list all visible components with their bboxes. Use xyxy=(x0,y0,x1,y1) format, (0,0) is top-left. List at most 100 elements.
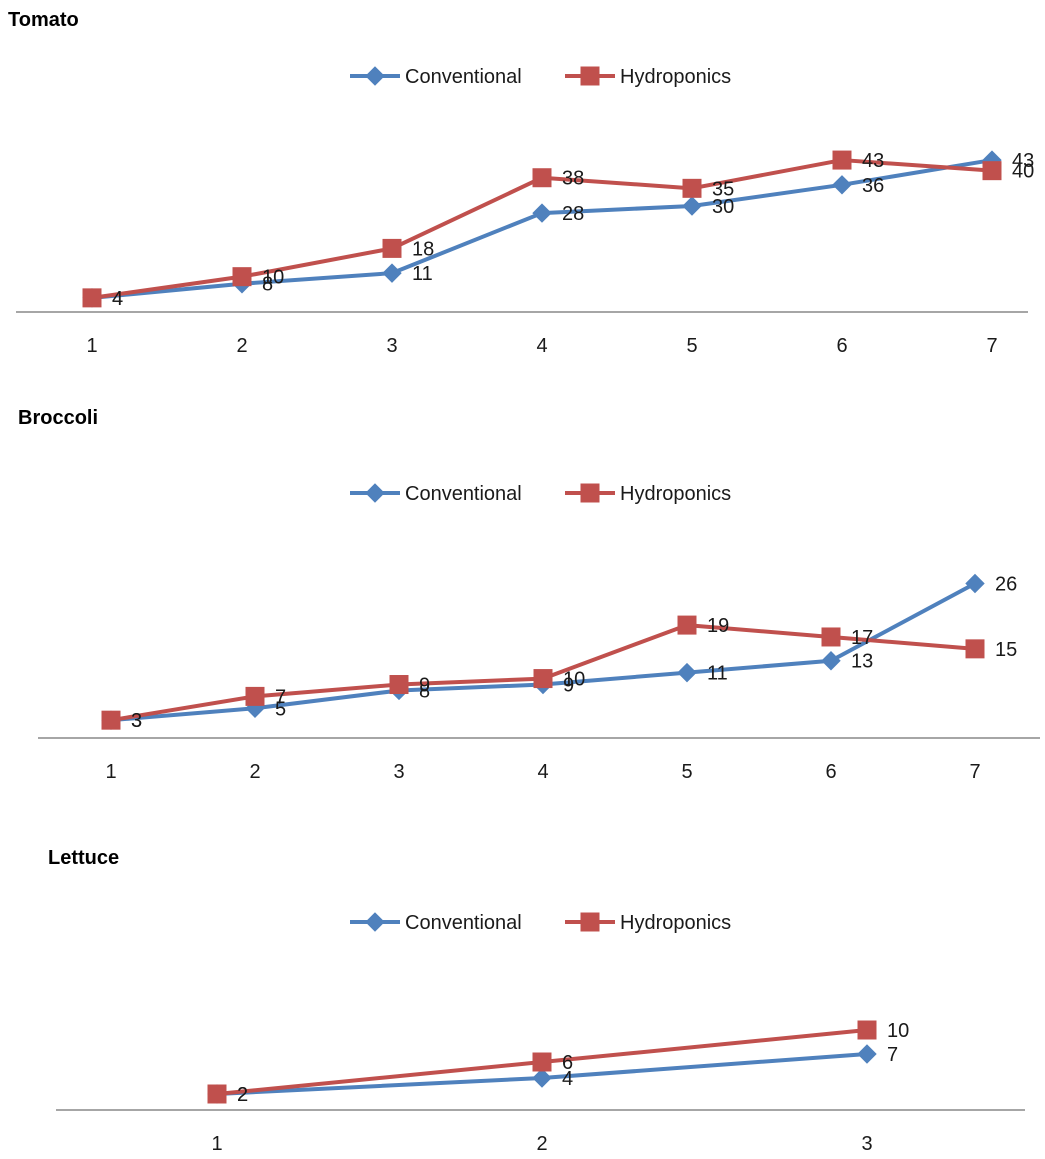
legend-label: Conventional xyxy=(405,66,522,88)
data-point-diamond xyxy=(821,651,841,671)
data-point-diamond xyxy=(965,573,985,594)
legend-label: Conventional xyxy=(405,912,522,934)
legend-label: Hydroponics xyxy=(620,66,731,88)
legend-item-hydroponics: Hydroponics xyxy=(565,483,731,505)
data-point-square xyxy=(389,675,409,695)
data-label: 10 xyxy=(563,669,585,691)
data-label: 40 xyxy=(1012,161,1034,183)
x-tick-label: 4 xyxy=(537,761,548,783)
x-tick-label: 5 xyxy=(686,335,697,357)
data-point-diamond xyxy=(682,196,702,216)
x-tick-label: 7 xyxy=(969,761,980,783)
x-tick-label: 7 xyxy=(986,335,997,357)
data-label: 13 xyxy=(851,651,873,673)
data-point-diamond xyxy=(532,203,552,223)
data-label: 38 xyxy=(562,168,584,190)
legend-item-hydroponics: Hydroponics xyxy=(565,912,731,934)
legend-item-conventional: Conventional xyxy=(350,483,522,505)
x-tick-label: 2 xyxy=(249,761,260,783)
data-label: 2 xyxy=(237,1084,248,1106)
data-label: 4 xyxy=(562,1068,573,1090)
data-label: 7 xyxy=(887,1044,898,1066)
data-point-square xyxy=(232,267,252,287)
legend-item-conventional: Conventional xyxy=(350,912,522,934)
data-label: 4 xyxy=(112,288,123,310)
data-label: 17 xyxy=(851,627,873,649)
x-tick-label: 4 xyxy=(536,335,547,357)
data-label: 15 xyxy=(995,639,1017,661)
data-label: 36 xyxy=(862,175,884,197)
data-label: 30 xyxy=(712,196,734,218)
legend-item-hydroponics: Hydroponics xyxy=(565,66,731,88)
chart-title: Lettuce xyxy=(48,847,119,869)
legend-item-conventional: Conventional xyxy=(350,66,522,88)
data-point-square xyxy=(82,288,102,308)
chart-tomato: Tomato Conventional Hydroponics 1 2 3 4 5 6 7 4 8 11… xyxy=(8,9,1034,357)
data-label: 11 xyxy=(707,663,728,685)
data-point-square xyxy=(821,627,841,647)
data-label: 3 xyxy=(131,710,142,732)
data-point-square xyxy=(533,669,553,689)
x-tick-label: 3 xyxy=(393,761,404,783)
legend: Conventional Hydroponics xyxy=(350,912,731,934)
data-label: 10 xyxy=(887,1020,909,1042)
data-label: 6 xyxy=(562,1052,573,1074)
data-point-square xyxy=(532,1052,552,1072)
data-point-square xyxy=(677,615,697,635)
chart-title: Broccoli xyxy=(18,407,98,429)
chart-broccoli: Broccoli Conventional Hydroponics 1 2 3 4 5 6 7 3 5… xyxy=(18,407,1040,783)
data-point-square xyxy=(207,1084,227,1104)
legend: Conventional Hydroponics xyxy=(350,483,731,505)
data-label: 35 xyxy=(712,178,734,200)
x-tick-label: 3 xyxy=(861,1133,872,1155)
data-point-diamond xyxy=(832,175,852,195)
data-label: 28 xyxy=(562,203,584,225)
legend-square-marker xyxy=(580,483,600,503)
data-label: 26 xyxy=(995,573,1017,595)
legend-label: Conventional xyxy=(405,483,522,505)
data-point-square xyxy=(245,686,265,706)
data-point-diamond xyxy=(382,263,402,283)
data-label: 9 xyxy=(563,675,574,697)
data-point-diamond xyxy=(677,662,697,683)
data-point-square xyxy=(857,1020,877,1040)
data-point-diamond xyxy=(857,1044,877,1064)
legend-label: Hydroponics xyxy=(620,912,731,934)
data-point-diamond xyxy=(532,1068,552,1088)
series-conventional: 4 8 11 28 30 36 43 xyxy=(82,150,1034,310)
data-label: 9 xyxy=(419,675,430,697)
chart-title: Tomato xyxy=(8,9,79,31)
series-conventional: 2 4 7 xyxy=(207,1044,898,1106)
data-point-square xyxy=(965,639,985,659)
data-label: 2 xyxy=(237,1084,248,1106)
data-point-square xyxy=(832,150,852,170)
legend-square-marker xyxy=(580,912,600,932)
legend-square-marker xyxy=(580,66,600,86)
data-point-square xyxy=(382,238,402,258)
data-label: 10 xyxy=(262,267,284,289)
data-label: 11 xyxy=(412,263,433,285)
x-tick-label: 6 xyxy=(836,335,847,357)
legend-diamond-marker xyxy=(365,912,385,932)
data-point-square xyxy=(982,161,1002,181)
data-label: 43 xyxy=(862,150,884,172)
data-label: 5 xyxy=(275,698,286,720)
data-point-square xyxy=(682,178,702,198)
data-label: 18 xyxy=(412,238,434,260)
legend-diamond-marker xyxy=(365,483,385,503)
x-tick-label: 6 xyxy=(825,761,836,783)
x-tick-label: 1 xyxy=(105,761,116,783)
data-label: 19 xyxy=(707,615,729,637)
data-label: 8 xyxy=(262,274,273,296)
legend-label: Hydroponics xyxy=(620,483,731,505)
data-label: 43 xyxy=(1012,150,1034,172)
data-label: 4 xyxy=(112,288,123,310)
x-tick-label: 2 xyxy=(536,1133,547,1155)
data-point-square xyxy=(101,710,121,730)
legend-diamond-marker xyxy=(365,66,385,86)
x-tick-label: 3 xyxy=(386,335,397,357)
